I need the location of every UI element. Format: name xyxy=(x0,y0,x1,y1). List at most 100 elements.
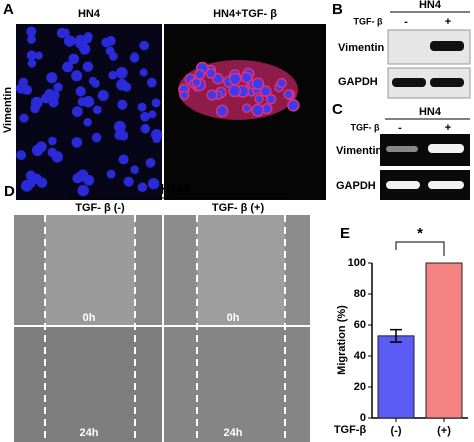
nucleus xyxy=(63,35,76,47)
nucleus xyxy=(68,53,79,65)
nucleus xyxy=(109,51,118,61)
header: HN4 xyxy=(160,181,191,198)
y-tick-label: 20 xyxy=(354,381,366,393)
condition: TGF- β xyxy=(351,122,380,132)
nucleus xyxy=(251,77,265,90)
row-label: Vimentin xyxy=(336,145,383,157)
time-label: 24h xyxy=(80,427,99,439)
row-label: GAPDH xyxy=(338,76,378,88)
band xyxy=(430,78,464,87)
nucleus xyxy=(77,97,87,107)
nucleus xyxy=(123,176,134,187)
panel-label: B xyxy=(332,1,343,18)
nucleus xyxy=(113,120,126,133)
nucleus xyxy=(71,106,83,118)
time-label: 0h xyxy=(227,312,240,324)
nucleus xyxy=(92,105,102,115)
nucleus xyxy=(241,103,252,113)
nucleus xyxy=(46,89,55,98)
nucleus xyxy=(72,173,83,184)
nucleus xyxy=(62,61,74,73)
nucleus xyxy=(117,99,128,110)
nucleus xyxy=(27,35,36,44)
wound-area xyxy=(197,215,285,325)
nucleus xyxy=(140,111,150,122)
nucleus xyxy=(97,89,109,102)
nucleus xyxy=(71,70,83,82)
cells xyxy=(15,26,163,197)
nucleus xyxy=(75,86,86,97)
nucleus xyxy=(91,132,102,143)
nucleus xyxy=(16,150,27,160)
nucleus xyxy=(83,117,92,127)
condition: TGF- β xyxy=(354,16,383,26)
nucleus xyxy=(137,102,147,112)
nucleus xyxy=(215,104,229,118)
y-tick-label: 80 xyxy=(354,288,366,300)
nucleus xyxy=(108,70,118,80)
scratch-image xyxy=(14,327,162,442)
column-label: TGF- β (-) xyxy=(75,202,125,214)
y-tick-label: 40 xyxy=(354,350,366,362)
nucleus xyxy=(106,169,116,179)
band xyxy=(430,41,464,51)
nucleus xyxy=(137,182,148,193)
plus: + xyxy=(445,122,451,134)
nucleus xyxy=(118,154,129,165)
nucleus xyxy=(53,82,63,92)
x-axis-label: TGF-β xyxy=(334,424,367,436)
band xyxy=(386,146,418,152)
band xyxy=(428,181,464,189)
nucleus xyxy=(26,26,37,37)
nucleus xyxy=(251,103,265,117)
y-axis-label: Migration (%) xyxy=(336,305,348,375)
wound-area xyxy=(45,215,135,325)
minus: - xyxy=(398,122,402,134)
nucleus xyxy=(147,177,160,190)
nucleus xyxy=(31,144,44,157)
nucleus xyxy=(265,93,277,105)
nucleus xyxy=(283,89,294,100)
nucleus xyxy=(152,134,161,143)
blot xyxy=(387,29,471,65)
nucleus xyxy=(276,77,287,89)
nucleus xyxy=(254,94,264,104)
row-label: Vimentin xyxy=(2,87,14,134)
nucleus xyxy=(27,59,37,68)
nucleus xyxy=(145,158,156,168)
nucleus xyxy=(61,28,70,37)
nucleus xyxy=(19,113,29,123)
header: HN4 xyxy=(419,106,442,118)
nucleus xyxy=(82,61,94,72)
image-title: HN4+TGF- β xyxy=(213,8,277,20)
panel-label: D xyxy=(4,183,15,200)
y-tick-label: 100 xyxy=(348,257,366,269)
plus: + xyxy=(445,16,451,28)
x-tick-label: (-) xyxy=(391,425,402,437)
nucleus xyxy=(228,72,242,86)
wound-edges xyxy=(44,215,286,442)
bar xyxy=(377,335,415,419)
bar xyxy=(425,262,463,419)
nucleus xyxy=(228,84,242,98)
nucleus xyxy=(26,50,37,61)
y-tick-label: 0 xyxy=(360,412,366,424)
nucleus xyxy=(191,77,202,88)
image-title: HN4 xyxy=(78,8,101,20)
nucleus xyxy=(71,137,83,148)
nucleus xyxy=(88,76,97,85)
nucleus xyxy=(206,89,218,101)
time-label: 24h xyxy=(224,427,243,439)
nucleus xyxy=(46,72,58,84)
panel-label: E xyxy=(340,225,350,242)
nucleus xyxy=(114,130,124,140)
nucleus xyxy=(130,165,139,174)
band xyxy=(386,181,420,189)
nucleus xyxy=(179,90,190,101)
nucleus xyxy=(48,136,57,146)
column-label: TGF- β (+) xyxy=(212,202,265,214)
nucleus xyxy=(30,103,40,114)
y-tick-label: 60 xyxy=(354,319,366,331)
nucleus xyxy=(205,67,217,79)
